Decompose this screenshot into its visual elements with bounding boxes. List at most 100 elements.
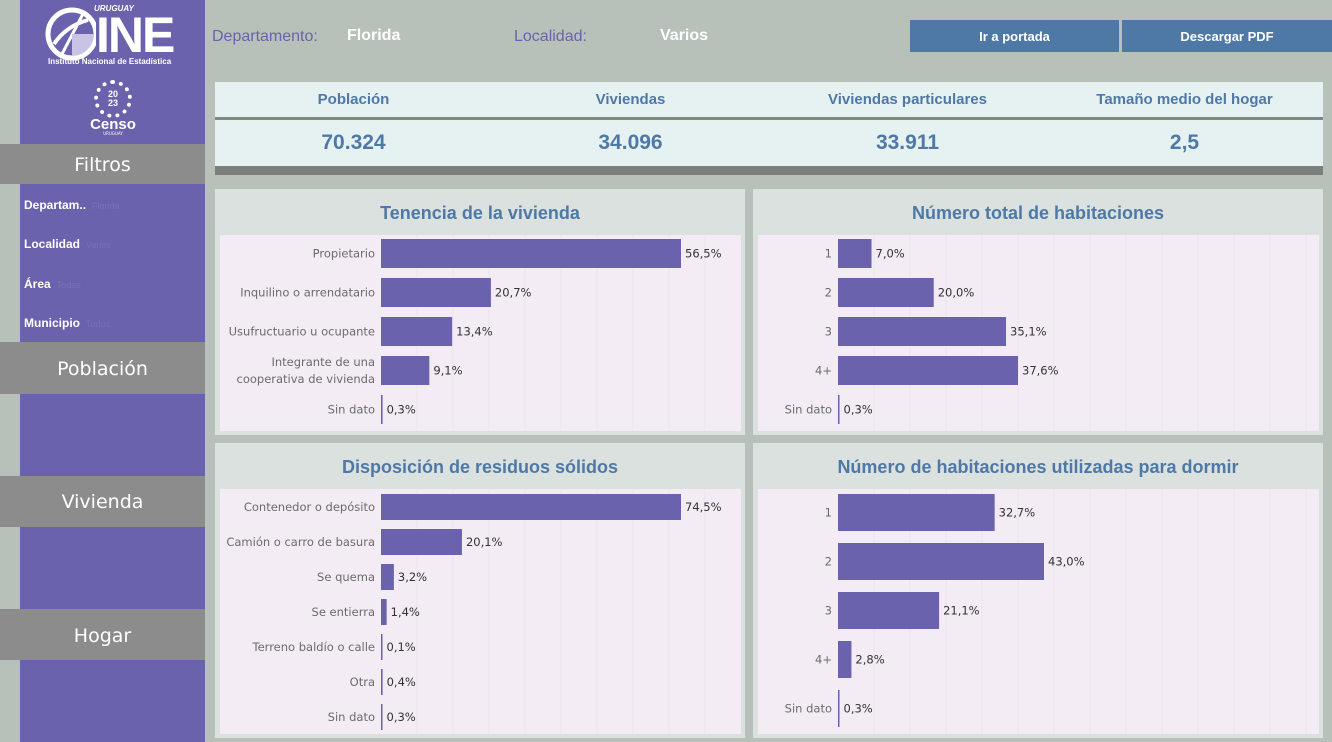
- filter-label: Localidad: [24, 237, 81, 251]
- departamento-value: Florida: [347, 27, 401, 44]
- filter-label: Departam..: [24, 198, 87, 212]
- descargar-pdf-button[interactable]: Descargar PDF: [1122, 20, 1332, 52]
- category-label: Usufructuario u ocupante: [229, 325, 375, 339]
- panel-residuos: Disposición de residuos sólidos Contened…: [215, 443, 745, 738]
- category-label: Contenedor o depósito: [244, 500, 375, 514]
- panel-dormitorios: Número de habitaciones utilizadas para d…: [753, 443, 1323, 738]
- filtros-header: Filtros: [0, 144, 205, 184]
- data-label: 0,1%: [387, 640, 416, 654]
- kpi-title: Viviendas particulares: [828, 91, 987, 108]
- bar: [381, 494, 681, 520]
- bar: [381, 669, 383, 695]
- censo-gear-icon: 20 23: [94, 80, 132, 118]
- category-label: 2: [825, 286, 832, 300]
- nav-hogar-button[interactable]: Hogar: [0, 609, 205, 660]
- category-label: Otra: [350, 675, 375, 689]
- nav-poblacion-button[interactable]: Población: [0, 342, 205, 394]
- data-label: 0,3%: [844, 403, 873, 417]
- category-label: Sin dato: [328, 710, 375, 724]
- category-label: Propietario: [313, 247, 375, 261]
- category-label: 3: [825, 604, 832, 618]
- ine-subtitle: Instituto Nacional de Estadística: [48, 57, 172, 66]
- data-label: 3,2%: [398, 570, 427, 584]
- ine-globe-icon: [45, 7, 96, 61]
- bar: [381, 395, 383, 424]
- data-label: 21,1%: [943, 604, 980, 618]
- data-label: 1,4%: [391, 605, 420, 619]
- kpi-title: Población: [317, 91, 390, 108]
- chart-title: Disposición de residuos sólidos: [341, 457, 619, 477]
- ine-uruguay-text: URUGUAY: [94, 4, 134, 13]
- ine-logo-text: INE: [96, 7, 175, 63]
- localidad-value: Varios: [660, 27, 709, 44]
- data-label: 35,1%: [1010, 325, 1047, 339]
- bar: [381, 356, 430, 385]
- category-label: 2: [825, 555, 832, 569]
- category-label: Sin dato: [785, 702, 832, 716]
- data-label: 9,1%: [433, 364, 462, 378]
- kpi-value: 33.911: [875, 131, 940, 154]
- category-label: Integrante de una cooperativa de vivienda: [237, 355, 376, 386]
- kpi-strip: Población 70.324 Viviendas 34.096 Vivien…: [215, 82, 1323, 175]
- category-label: Terreno baldío o calle: [252, 640, 375, 654]
- localidad-label: Localidad:: [514, 28, 587, 45]
- data-label: 0,3%: [844, 702, 873, 716]
- data-label: 13,4%: [456, 325, 493, 339]
- bar: [838, 690, 840, 727]
- filter-departamento[interactable]: Departam.. Florida: [24, 198, 120, 212]
- data-label: 20,1%: [466, 535, 503, 549]
- bar: [838, 543, 1044, 580]
- filter-area[interactable]: Área Todas: [24, 277, 81, 291]
- filter-value: Varios: [86, 240, 111, 250]
- panel-tenencia: Tenencia de la vivienda Propietario 56,5%…: [215, 189, 745, 435]
- data-label: 7,0%: [876, 247, 905, 261]
- data-label: 20,7%: [495, 286, 532, 300]
- filter-localidad[interactable]: Localidad Varios: [24, 237, 111, 251]
- data-label: 74,5%: [685, 500, 722, 514]
- kpi-value: 2,5: [1169, 131, 1200, 154]
- filter-municipio[interactable]: Municipio Todos: [24, 316, 110, 330]
- category-label: Camión o carro de basura: [226, 535, 375, 549]
- category-label: Se entierra: [312, 605, 375, 619]
- kpi-bottom-bar: [215, 166, 1323, 175]
- chart-residuos: Contenedor o depósito 74,5% Camión o carro…: [220, 489, 741, 734]
- data-label: 20,0%: [938, 286, 975, 300]
- bar: [838, 641, 852, 678]
- panel-habitaciones: Número total de habitaciones 1 7,0% 2 20,0%…: [753, 189, 1323, 435]
- chart-title: Número total de habitaciones: [911, 203, 1165, 223]
- data-label: 32,7%: [999, 506, 1036, 520]
- bar: [381, 634, 383, 660]
- data-label: 0,3%: [387, 403, 416, 417]
- filter-label: Área: [24, 277, 51, 291]
- nav-vivienda-button[interactable]: Vivienda: [0, 476, 205, 527]
- data-label: 0,4%: [387, 675, 416, 689]
- category-label: 4+: [815, 653, 832, 667]
- data-label: 56,5%: [685, 247, 722, 261]
- bar: [838, 278, 934, 307]
- bar: [381, 239, 681, 268]
- category-label: 4+: [815, 364, 832, 378]
- chart-tenencia: Propietario 56,5% Inquilino o arrendatario…: [220, 235, 741, 431]
- kpi-title: Tamaño medio del hogar: [1096, 91, 1273, 108]
- chart-title: Tenencia de la vivienda: [380, 203, 580, 223]
- ir-a-portada-button[interactable]: Ir a portada: [910, 20, 1119, 52]
- chart-dormitorios: 1 32,7% 2 43,0% 3 21,1% 4+ 2,8% Sin dato 0,3%: [758, 489, 1319, 734]
- filter-label: Municipio: [24, 316, 80, 330]
- category-label: Sin dato: [785, 403, 832, 417]
- data-label: 43,0%: [1048, 555, 1085, 569]
- category-label: Sin dato: [328, 403, 375, 417]
- category-label: 1: [825, 247, 832, 261]
- data-label: 0,3%: [387, 710, 416, 724]
- censo-word: Censo: [90, 116, 136, 133]
- bar: [838, 395, 840, 424]
- kpi-value: 70.324: [321, 131, 386, 154]
- bar: [838, 494, 995, 531]
- category-label: Inquilino o arrendatario: [240, 286, 375, 300]
- bar: [381, 317, 453, 346]
- ine-logo[interactable]: URUGUAY INE Instituto Nacional de Estadí…: [44, 4, 180, 70]
- data-label: 2,8%: [855, 653, 884, 667]
- data-label: 37,6%: [1022, 364, 1059, 378]
- bar: [838, 239, 872, 268]
- censo-logo: 20 23 Censo URUGUAY: [86, 80, 140, 136]
- bar: [381, 599, 387, 625]
